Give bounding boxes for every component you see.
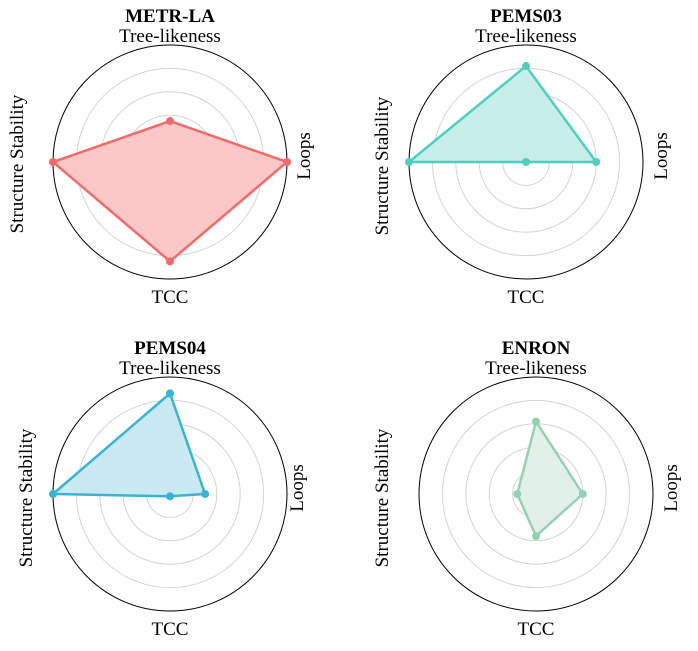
series-area [515,418,585,539]
axis-label-loops: Loops [294,132,315,180]
axis-label-structure-stability: Structure Stability [16,428,37,567]
data-point-loops [283,158,291,166]
data-point-structure-stability [513,490,522,498]
axis-label-structure-stability: Structure Stability [7,94,28,233]
data-point-structure-stability [49,490,57,498]
data-point-structure-stability [49,158,57,166]
data-point-tcc [522,158,530,166]
data-point-tcc [166,257,174,266]
panel-title: PEMS04 [134,338,206,359]
axis-label-loops: Loops [651,132,672,180]
axis-label-loops: Loops [661,464,682,512]
axis-label-structure-stability: Structure Stability [372,428,393,567]
data-point-loops [578,490,587,498]
axis-label-tcc: TCC [152,619,189,640]
axis-label-tcc: TCC [152,287,189,308]
data-point-structure-stability [405,158,413,166]
axis-label-tcc: TCC [518,619,555,640]
axis-label-tcc: TCC [508,287,545,308]
axis-label-tree-likeness: Tree-likeness [475,26,577,47]
data-point-tcc [532,532,540,541]
axis-label-loops: Loops [287,464,308,512]
data-point-tree-likeness [532,417,540,426]
axis-label-tree-likeness: Tree-likeness [119,26,221,47]
panel-title: PEMS03 [490,6,562,27]
data-point-loops [201,490,210,498]
panel-title: ENRON [502,338,571,359]
outer-ring [418,376,654,612]
data-point-tree-likeness [522,62,530,71]
series-area [50,119,290,264]
series-area [49,391,207,498]
data-point-tcc [166,492,174,501]
data-point-loops [592,158,601,166]
data-point-tree-likeness [166,117,174,126]
axis-label-tree-likeness: Tree-likeness [119,358,221,379]
data-point-tree-likeness [166,389,174,398]
axis-label-structure-stability: Structure Stability [372,96,393,235]
panel-title: METR-LA [125,6,215,27]
axis-label-tree-likeness: Tree-likeness [485,358,587,379]
grid-ring [441,399,631,589]
series-area [405,64,599,164]
